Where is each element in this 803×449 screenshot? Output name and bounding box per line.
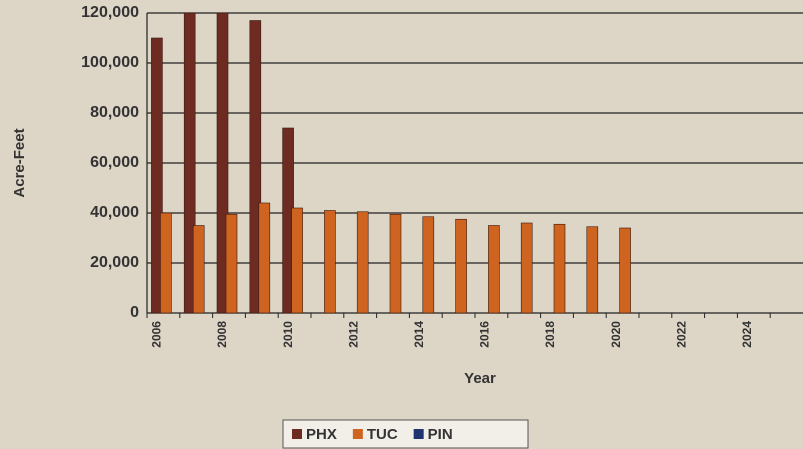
x-tick-label: 2010 xyxy=(281,321,295,348)
bar xyxy=(389,213,402,314)
x-tick-label: 2012 xyxy=(346,321,360,348)
legend-box xyxy=(282,419,529,449)
x-tick-label: 2022 xyxy=(674,321,688,348)
bar xyxy=(258,202,271,314)
x-tick-label: 2014 xyxy=(412,321,426,348)
y-tick-label: 40,000 xyxy=(90,204,139,221)
y-tick-label: 0 xyxy=(130,304,139,321)
x-tick-label: 2024 xyxy=(740,321,754,348)
legend-swatch xyxy=(413,429,424,439)
x-tick-label: 2016 xyxy=(478,321,492,348)
bar xyxy=(192,225,205,314)
y-tick-label: 120,000 xyxy=(81,4,139,21)
bar xyxy=(422,216,435,314)
y-tick-label: 20,000 xyxy=(90,254,139,271)
bar xyxy=(356,211,369,314)
y-tick-label: 80,000 xyxy=(90,104,139,121)
bar xyxy=(151,37,163,314)
bar xyxy=(553,223,566,314)
x-tick-label: 2006 xyxy=(150,321,164,348)
legend-swatch xyxy=(292,429,302,439)
bar xyxy=(225,213,238,314)
bar xyxy=(249,20,262,314)
bar xyxy=(586,226,599,314)
x-tick-label: 2018 xyxy=(543,321,557,348)
legend-label: PHX xyxy=(306,426,337,443)
y-tick-label: 100,000 xyxy=(81,54,139,71)
bar xyxy=(216,12,229,314)
bar xyxy=(619,227,631,314)
x-axis-label: Year xyxy=(464,370,496,387)
bar xyxy=(488,225,500,314)
bar xyxy=(183,12,196,314)
y-axis-label: Acre-Feet xyxy=(11,128,28,197)
y-tick-label: 60,000 xyxy=(90,154,139,171)
bar xyxy=(455,218,467,314)
bar xyxy=(160,212,172,314)
bar xyxy=(291,207,303,314)
legend-label: PIN xyxy=(428,426,453,443)
bar xyxy=(324,210,336,314)
legend-label: TUC xyxy=(367,426,398,443)
bar xyxy=(520,222,533,314)
x-tick-label: 2008 xyxy=(215,321,229,348)
x-tick-label: 2020 xyxy=(609,321,623,348)
legend-swatch xyxy=(352,429,363,439)
